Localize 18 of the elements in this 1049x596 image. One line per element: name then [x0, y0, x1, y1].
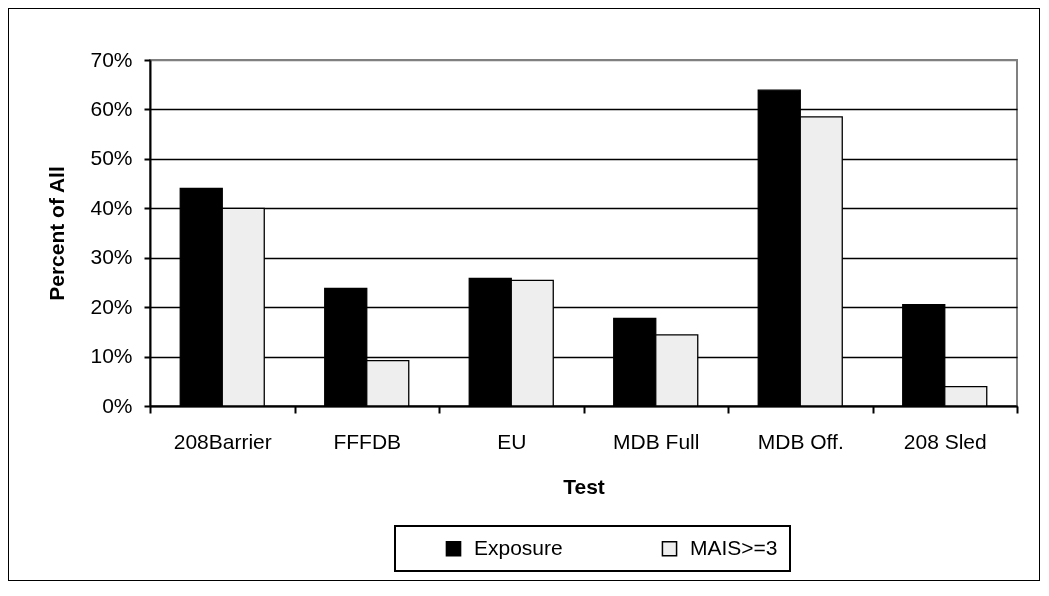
y-tick-label: 30%: [90, 245, 133, 269]
y-axis-title: Percent of All: [45, 166, 69, 301]
legend-label: MAIS>=3: [690, 535, 778, 559]
y-tick-label: 0%: [102, 393, 133, 417]
y-tick-label: 50%: [90, 146, 133, 170]
x-tick-label: FFFDB: [333, 429, 402, 453]
x-tick-label: EU: [497, 429, 527, 453]
y-tick-label: 10%: [90, 344, 133, 368]
x-tick-label: MDB Full: [613, 429, 700, 453]
x-tick-label: MDB Off.: [757, 429, 844, 453]
x-tick-label: 208Barrier: [173, 429, 272, 453]
x-axis-title: Test: [563, 474, 605, 498]
y-tick-label: 40%: [90, 195, 133, 219]
y-tick-label: 70%: [90, 47, 133, 71]
y-tick-label: 20%: [90, 294, 133, 318]
x-tick-label: 208 Sled: [903, 429, 987, 453]
legend-label: Exposure: [474, 535, 563, 559]
y-tick-label: 60%: [90, 96, 133, 120]
